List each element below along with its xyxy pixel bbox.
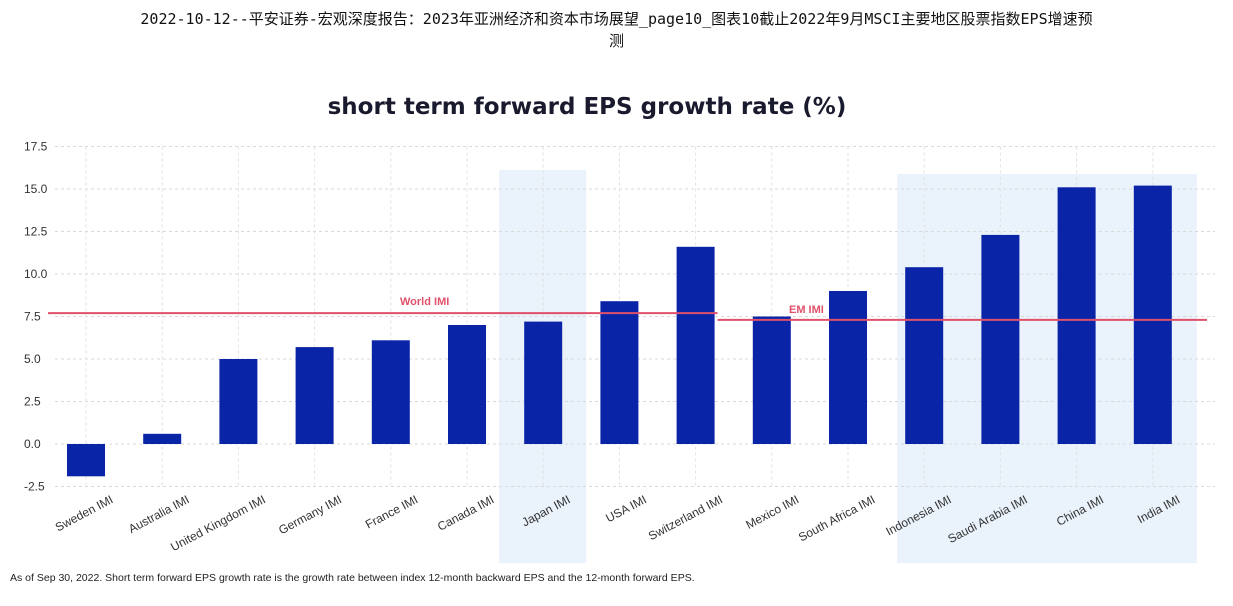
- y-tick-label: 15.0: [24, 182, 48, 196]
- bar-indonesia-imi: [905, 267, 944, 444]
- report-header: 2022-10-12--平安证券-宏观深度报告：2023年亚洲经济和资本市场展望…: [0, 8, 1233, 52]
- bar-australia-imi: [143, 433, 182, 444]
- bar-india-imi: [1133, 185, 1172, 444]
- bar-switzerland-imi: [676, 246, 715, 444]
- bar-china-imi: [1057, 187, 1096, 445]
- world-imi-label: World IMI: [400, 296, 449, 308]
- footnote: As of Sep 30, 2022. Short term forward E…: [10, 572, 695, 584]
- chart-title: short term forward EPS growth rate (%): [328, 94, 847, 120]
- bar-france-imi: [371, 340, 410, 444]
- header-line-1: 2022-10-12--平安证券-宏观深度报告：2023年亚洲经济和资本市场展望…: [140, 10, 1093, 28]
- y-tick-label: 10.0: [24, 267, 48, 281]
- bar-usa-imi: [600, 301, 639, 444]
- header-line-2: 测: [608, 32, 624, 50]
- bar-united-kingdom-imi: [219, 359, 258, 444]
- bar-canada-imi: [448, 325, 486, 444]
- em-imi-label: EM IMI: [789, 304, 824, 316]
- bar-germany-imi: [295, 347, 334, 444]
- y-tick-label: 17.5: [24, 140, 48, 154]
- y-tick-label: 2.5: [24, 395, 41, 409]
- bar-mexico-imi: [752, 316, 791, 444]
- bar-saudi-arabia-imi: [981, 234, 1020, 444]
- bar-sweden-imi: [67, 444, 105, 477]
- bar-japan-imi: [524, 321, 563, 444]
- y-tick-label: 5.0: [24, 352, 41, 366]
- y-tick-label: 0.0: [24, 437, 41, 451]
- y-tick-label: 7.5: [24, 310, 41, 324]
- y-tick-label: 12.5: [24, 225, 48, 239]
- y-tick-label: -2.5: [24, 480, 45, 494]
- bar-south-africa-imi: [829, 291, 867, 444]
